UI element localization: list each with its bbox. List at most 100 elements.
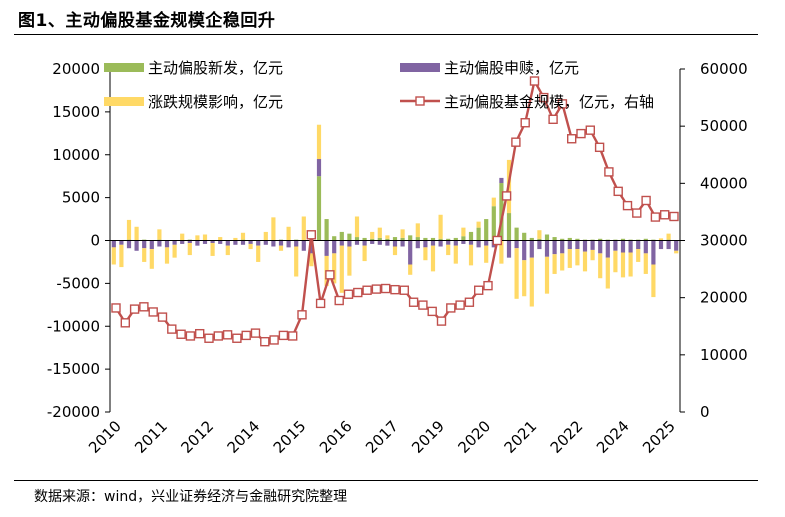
aum-point	[539, 92, 549, 103]
x-axis-label: 2025	[639, 417, 679, 457]
new-issuance-bar	[491, 206, 496, 241]
aum-point	[520, 118, 530, 128]
market-change-bar	[468, 244, 474, 266]
right-axis-tick-label: 20000	[700, 289, 748, 307]
market-change-bar	[529, 257, 534, 307]
redemption-bar	[149, 240, 154, 250]
aum-point	[641, 195, 651, 206]
redemption-bar	[529, 240, 534, 258]
aum-point	[557, 99, 568, 109]
new-issuance-bar	[354, 237, 360, 241]
aum-point	[501, 191, 512, 201]
redemption-bar	[484, 240, 489, 246]
legend-swatch-redeem	[400, 63, 440, 72]
redemption-bar	[233, 240, 238, 245]
redemption-bar	[575, 240, 580, 250]
redemption-bar	[522, 240, 527, 261]
redemption-bar	[126, 240, 132, 249]
redemption-bar	[370, 240, 375, 244]
aum-point	[381, 283, 391, 294]
new-issuance-bar	[529, 237, 534, 241]
market-change-bar	[111, 247, 116, 265]
market-change-bar	[271, 217, 276, 241]
redemption-bar	[142, 240, 147, 249]
redemption-bar	[195, 240, 200, 246]
market-change-bar	[164, 247, 170, 264]
new-issuance-bar	[324, 219, 329, 241]
left-axis-tick-label: 0	[90, 232, 100, 250]
market-change-bar	[658, 238, 664, 241]
redemption-bar	[423, 240, 428, 248]
redemption-bar	[430, 240, 436, 246]
redemption-bar	[316, 159, 322, 177]
left-axis-tick-label: 20000	[52, 60, 100, 78]
redemption-bar	[263, 240, 268, 245]
aum-point	[650, 212, 661, 222]
redemption-bar	[461, 240, 466, 244]
market-change-bar	[294, 246, 299, 277]
aum-point	[594, 142, 605, 153]
redemption-bar	[240, 240, 246, 245]
market-change-bar	[309, 253, 314, 267]
aum-point	[222, 330, 233, 340]
redemption-bar	[119, 240, 124, 245]
new-issuance-bar	[620, 238, 626, 241]
market-change-bar	[430, 245, 436, 272]
aum-point	[576, 128, 586, 139]
new-issuance-bar	[392, 237, 398, 241]
aum-point	[585, 125, 595, 135]
new-issuance-bar	[567, 237, 572, 241]
aum-point	[418, 300, 428, 310]
redemption-bar	[537, 240, 542, 250]
market-change-bar	[560, 253, 565, 271]
redemption-bar	[294, 240, 299, 247]
aum-point	[306, 230, 316, 240]
aum-point	[436, 316, 447, 326]
legend-swatch-change	[104, 97, 144, 106]
aum-point	[622, 200, 633, 211]
market-change-bar	[233, 237, 238, 241]
aum-point	[660, 210, 670, 220]
market-change-bar	[225, 245, 230, 256]
market-change-bar	[582, 251, 588, 272]
aum-point	[278, 330, 289, 341]
aum-point	[613, 186, 623, 197]
new-issuance-bar	[476, 227, 481, 241]
new-issuance-bar	[415, 237, 420, 241]
market-change-bar	[446, 244, 451, 256]
market-change-bar	[362, 245, 367, 262]
aum-point	[399, 285, 409, 295]
redemption-bar	[180, 240, 185, 244]
market-change-bar	[347, 246, 352, 276]
redemption-bar	[301, 240, 306, 251]
aum-point	[343, 289, 354, 299]
aum-point	[604, 167, 614, 177]
redemption-bar	[157, 240, 162, 247]
aum-line	[114, 77, 675, 343]
aum-point	[334, 295, 344, 306]
redemption-bar	[628, 240, 633, 253]
market-change-bar	[491, 197, 496, 207]
new-issuance-bar	[438, 238, 443, 241]
new-issuance-bar	[560, 238, 565, 241]
title-rule	[14, 34, 758, 35]
market-change-bar	[392, 246, 398, 256]
legend-swatch-new	[104, 63, 144, 72]
aum-point	[325, 270, 335, 280]
redemption-bar	[332, 240, 337, 254]
new-issuance-bar	[408, 235, 413, 241]
aum-point	[111, 303, 121, 313]
redemption-bar	[392, 240, 398, 247]
redemption-bar	[408, 240, 413, 265]
aum-point	[148, 307, 158, 317]
market-change-bar	[149, 249, 154, 269]
redemption-bar	[666, 240, 671, 250]
aum-point	[492, 235, 502, 246]
new-issuance-bar	[499, 183, 504, 241]
left-axis-tick-label: -5000	[56, 274, 100, 292]
market-change-bar	[286, 226, 291, 241]
market-change-bar	[613, 250, 618, 273]
new-issuance-bar	[643, 238, 648, 241]
aum-point	[157, 312, 168, 322]
market-change-bar	[248, 243, 253, 250]
